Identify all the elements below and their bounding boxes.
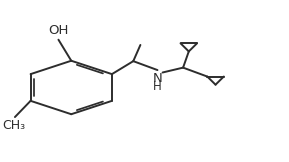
Text: OH: OH: [48, 24, 69, 37]
Text: N: N: [153, 72, 162, 85]
Text: H: H: [153, 80, 162, 93]
Text: CH₃: CH₃: [2, 119, 25, 132]
